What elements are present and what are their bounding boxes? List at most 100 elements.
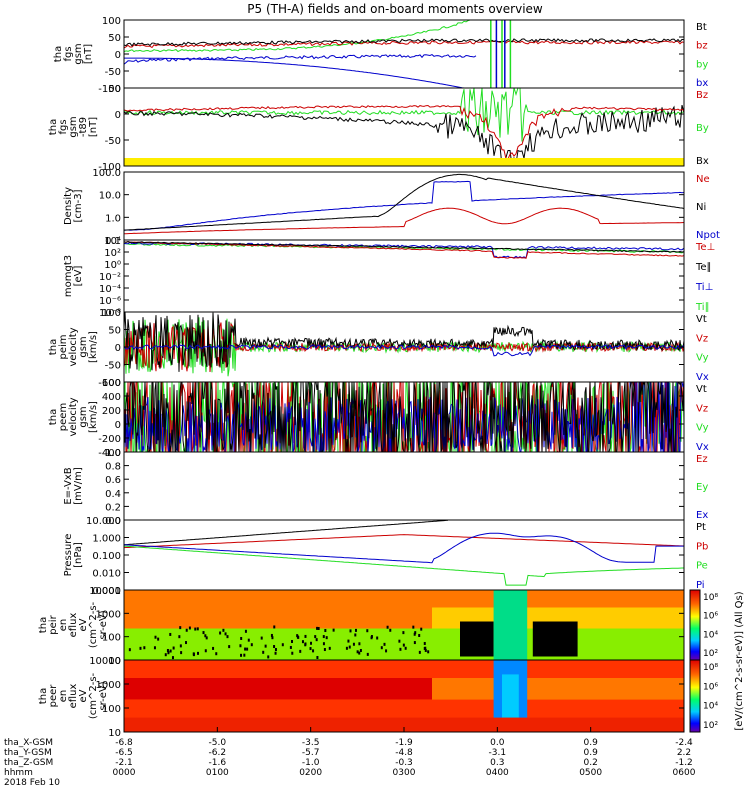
y-tick-label: 0.0 [105, 516, 121, 527]
spectrogram-speck [180, 651, 183, 655]
legend-entry: Pi [696, 580, 705, 591]
y-axis-label: tha peim velocity gsm [km/s] [48, 327, 99, 366]
spectrogram-speck [424, 648, 427, 652]
y-tick-label: 1.0 [105, 448, 121, 459]
legend-entry: Te⊥ [695, 242, 715, 253]
x-tick-label: 0.9 [584, 738, 599, 748]
y-label-line: fgs [63, 46, 74, 61]
y-label-line: gsm [68, 116, 79, 137]
x-tick-label: 2.2 [677, 748, 691, 758]
spectrogram-speck [143, 646, 146, 650]
spectrogram-speck [399, 647, 402, 651]
y-tick-label: 0.010 [92, 569, 121, 580]
plot-area [124, 241, 684, 259]
x-tick-label: -1.9 [395, 738, 413, 748]
spectrogram-speck [204, 649, 207, 653]
y-label-line: [nT] [83, 44, 94, 64]
plot-area [124, 173, 684, 235]
x-tick-label: -1.2 [675, 758, 693, 768]
spectrogram-speck [192, 653, 195, 657]
spectrogram-speck [267, 655, 270, 659]
spectrogram-speck [166, 648, 169, 652]
y-label-line: tha [38, 688, 49, 704]
spectrogram-speck [154, 635, 157, 639]
y-tick-label: 10.0 [99, 191, 121, 202]
series-ti-perp [124, 241, 684, 259]
y-tick-label: 0 [115, 50, 121, 61]
spectrogram-speck [169, 649, 172, 653]
spectrogram-speck [398, 639, 401, 643]
plot-area [124, 590, 684, 660]
spectrogram-speck [359, 648, 362, 652]
spectrogram-speck [240, 653, 243, 657]
y-tick-label: 0.4 [105, 489, 121, 500]
x-tick-label: 0200 [299, 768, 322, 778]
y-axis-label: E=-VxB [mV/m] [63, 467, 84, 505]
x-row-label: hhmm [4, 768, 33, 778]
y-axis-label: tha fgs gsm [nT] [53, 43, 94, 64]
colorbar-tick: 10⁸ [703, 593, 718, 603]
y-tick-label: 100 [102, 704, 121, 715]
spectrogram-speck [244, 629, 247, 633]
x-tick-label: 0500 [579, 768, 602, 778]
x-tick-label: -1.0 [302, 758, 320, 768]
y-label-line: sr-eV) [98, 681, 109, 710]
x-tick-label: -4.8 [395, 748, 413, 758]
spectrogram-speck [354, 633, 357, 637]
y-tick-label: 10.000 [86, 516, 121, 527]
spectrogram-band [493, 590, 528, 660]
y-label-line: tha [48, 409, 59, 425]
series-npot [124, 180, 684, 231]
y-tick-label: -100 [98, 162, 121, 173]
legend-entry: by [696, 59, 708, 70]
spectrogram-speck [281, 643, 284, 647]
y-tick-label: 100 [102, 16, 121, 27]
spectrogram-speck [240, 636, 243, 640]
y-tick-label: 0 [115, 343, 121, 354]
spectrogram-speck [301, 640, 304, 644]
legend-entry: Ni [696, 202, 706, 213]
y-tick-label: 10⁴ [104, 236, 121, 247]
y-tick-label: 10 [108, 656, 121, 667]
y-tick-label: -50 [105, 67, 121, 78]
series-te-par [124, 241, 684, 253]
spectrogram-speck [358, 651, 361, 655]
y-label-line: velocity [68, 397, 79, 436]
spectrogram-speck [219, 631, 222, 635]
y-tick-label: 0 [115, 420, 121, 431]
legend-entry: Vx [696, 442, 709, 453]
y-tick-label: 10⁻² [99, 272, 121, 283]
y-label-line: eV [78, 689, 89, 702]
y-tick-label: -50 [105, 136, 121, 147]
y-label-line: [cm-3] [73, 189, 84, 222]
spectrogram-speck [380, 646, 383, 650]
spectrogram-speck [348, 645, 351, 649]
spectrogram-speck [226, 635, 229, 639]
spectrogram-speck [171, 656, 174, 660]
y-tick-label: 0.001 [92, 586, 121, 597]
y-label-line: [km/s] [88, 331, 99, 363]
spectrogram-speck [188, 626, 191, 630]
legend-entry: Ey [696, 482, 708, 493]
y-tick-label: 1000 [96, 680, 121, 691]
y-tick-label: 10⁻⁴ [99, 284, 121, 295]
spectrogram-speck [169, 632, 172, 636]
y-tick-label: 50 [108, 84, 121, 95]
y-tick-label: 0 [115, 110, 121, 121]
yellow-flag-bar [124, 158, 684, 166]
y-label-line: momgt3 [63, 255, 74, 297]
panel-7: 1.0 0.8 0.6 0.4 0.2 0.0 E=-VxB [mV/m] Ez Ey Ex [63, 448, 708, 527]
y-tick-label: 50 [108, 33, 121, 44]
panel-frame [123, 171, 685, 241]
y-tick-label: 1000 [96, 609, 121, 620]
y-label-line: [nPa] [73, 542, 84, 568]
spectrogram-band [124, 717, 684, 732]
spectrogram-speck [196, 627, 199, 631]
legend-entry: Pb [696, 541, 708, 552]
colorbar-tick: 10² [703, 649, 718, 659]
spectrogram-speck [423, 641, 426, 645]
y-label-line: gsm [78, 336, 89, 357]
legend-entry: Bt [696, 22, 707, 33]
series-by [124, 20, 471, 53]
spectrogram-speck [322, 635, 325, 639]
